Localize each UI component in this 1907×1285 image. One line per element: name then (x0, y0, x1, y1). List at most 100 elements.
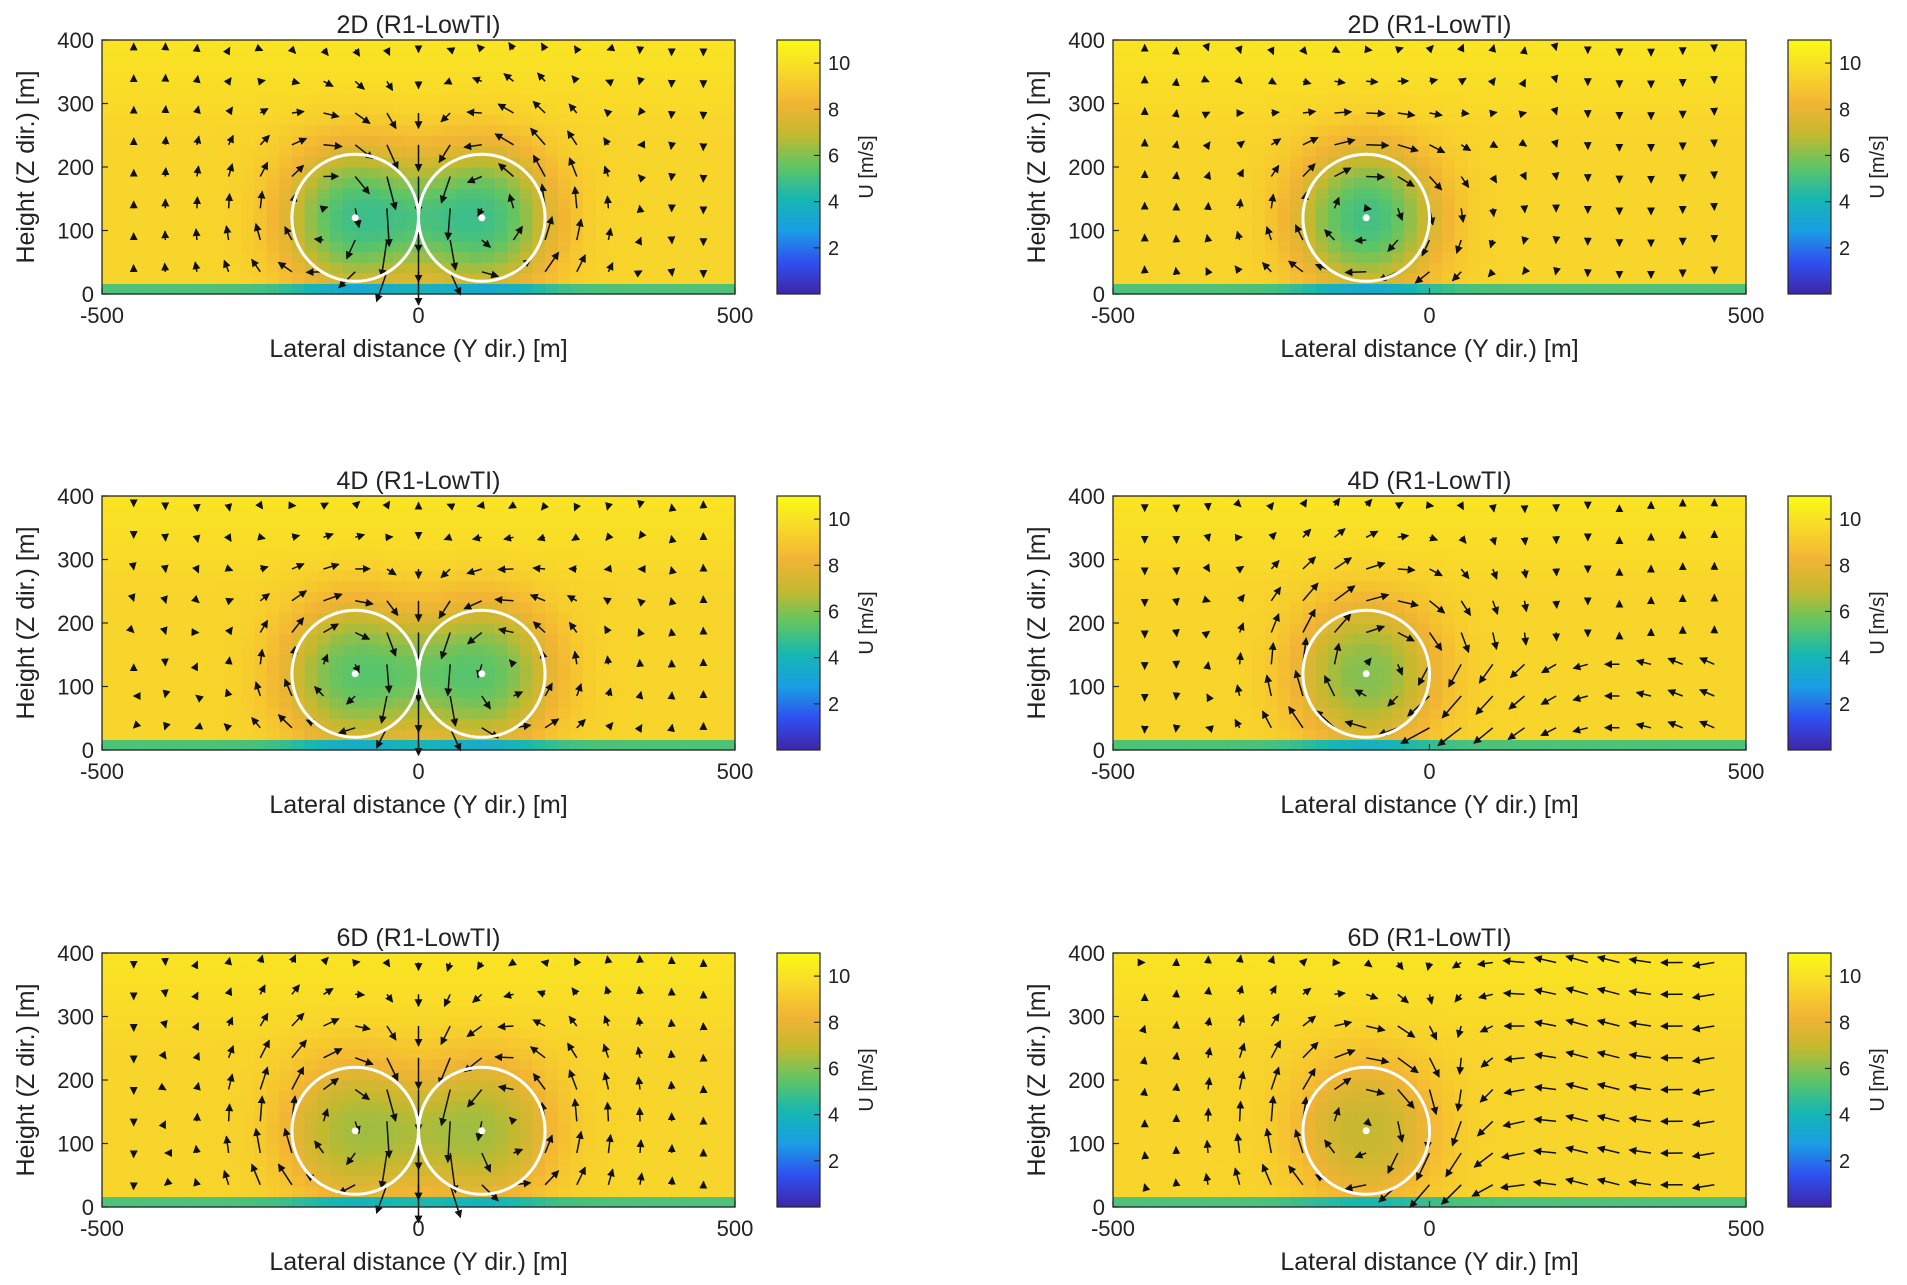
heatmap-cell (1315, 580, 1329, 592)
heatmap-cell (659, 82, 673, 94)
heatmap-cell (393, 114, 407, 126)
heatmap-cell (1556, 71, 1570, 83)
heatmap-cell (266, 739, 280, 751)
heatmap-cell (139, 177, 154, 189)
heatmap-cell (393, 496, 407, 508)
heatmap-cell (443, 538, 458, 550)
heatmap-cell (152, 230, 166, 242)
heatmap-cell (697, 601, 711, 614)
velocity-arrow (476, 44, 486, 53)
heatmap-cell (1619, 82, 1633, 94)
heatmap-cell (1378, 145, 1393, 158)
heatmap-cell (1454, 559, 1469, 571)
heatmap-cell (1138, 124, 1152, 136)
heatmap-cell (1264, 251, 1279, 263)
heatmap-cell (1226, 241, 1241, 253)
velocity-arrow (606, 261, 614, 273)
heatmap-cell (519, 728, 534, 741)
heatmap-cell (190, 188, 204, 200)
heatmap-cell (595, 538, 609, 550)
heatmap-cell (621, 272, 635, 285)
heatmap-cell (190, 272, 204, 285)
heatmap-cell (152, 40, 166, 52)
heatmap-cell (228, 145, 242, 158)
heatmap-cell (1378, 675, 1393, 688)
heatmap-cell (1201, 644, 1215, 656)
heatmap-cell (1328, 548, 1342, 561)
heatmap-cell (1125, 283, 1139, 295)
heatmap-cell (317, 71, 331, 83)
heatmap-cell (1290, 92, 1304, 105)
rotor-circle (417, 152, 547, 283)
heatmap-cell (342, 209, 356, 221)
heatmap-cell (633, 283, 647, 295)
heatmap-cell (633, 612, 647, 624)
heatmap-cell (1201, 272, 1215, 285)
velocity-arrow (605, 227, 614, 241)
heatmap-cell (1480, 262, 1494, 274)
heatmap-cell (697, 262, 711, 274)
heatmap-cell (583, 251, 597, 263)
heatmap-cell (1619, 177, 1633, 189)
heatmap-cell (203, 61, 217, 73)
heatmap-cell (1454, 623, 1469, 635)
heatmap-cell (481, 686, 496, 698)
heatmap-cell (139, 272, 154, 285)
heatmap-cell (1163, 230, 1177, 242)
heatmap-cell (1657, 283, 1671, 295)
heatmap-cell (215, 61, 230, 73)
heatmap-cell (317, 559, 331, 571)
heatmap-cell (1404, 209, 1418, 221)
heatmap-cell (380, 739, 394, 751)
velocity-arrow (163, 721, 171, 731)
heatmap-cell (1366, 198, 1380, 210)
heatmap-cell (329, 114, 344, 126)
heatmap-cell (1378, 92, 1393, 105)
heatmap-cell (1226, 230, 1241, 242)
heatmap-cell (342, 188, 356, 200)
heatmap-cell (1505, 496, 1519, 508)
heatmap-cell (456, 156, 470, 168)
heatmap-cell (570, 633, 584, 645)
velocity-arrow (386, 176, 398, 211)
heatmap-cell (215, 230, 230, 242)
heatmap-cell (317, 527, 331, 539)
heatmap-cell (1239, 272, 1253, 285)
heatmap-cell (1480, 114, 1494, 126)
heatmap-cell (1163, 92, 1177, 105)
heatmap-cell (646, 675, 660, 688)
heatmap-cell (1644, 40, 1658, 52)
heatmap-cell (1264, 623, 1279, 635)
heatmap-cell (1530, 580, 1545, 592)
heatmap-cell (1530, 675, 1545, 688)
heatmap-cell (1214, 675, 1228, 688)
heatmap-cell (1581, 103, 1595, 115)
heatmap-cell (1416, 230, 1431, 242)
heatmap-cell (1454, 548, 1469, 561)
heatmap-cell (1505, 612, 1519, 624)
heatmap-cell (431, 591, 445, 603)
heatmap-cell (1530, 654, 1545, 666)
heatmap-cell (266, 496, 280, 508)
heatmap-cell (1733, 145, 1747, 158)
heatmap-cell (633, 739, 647, 751)
heatmap-cell (393, 633, 407, 645)
heatmap-cell (1201, 92, 1215, 105)
heatmap-cell (570, 61, 584, 73)
heatmap-cell (1568, 272, 1583, 285)
heatmap-cell (1454, 580, 1469, 592)
heatmap-cell (1720, 40, 1734, 52)
heatmap-cell (545, 177, 559, 189)
heatmap-cell (215, 209, 230, 221)
heatmap-cell (165, 103, 179, 115)
heatmap-cell (443, 61, 458, 73)
heatmap-cell (139, 538, 154, 550)
heatmap-cell (722, 517, 736, 529)
heatmap-cell (1302, 559, 1317, 571)
heatmap-cell (519, 145, 534, 158)
heatmap-cell (1606, 156, 1620, 168)
heatmap-cell (1480, 707, 1494, 719)
heatmap-cell (494, 177, 508, 189)
heatmap-cell (443, 601, 458, 614)
heatmap-cell (1391, 728, 1405, 741)
